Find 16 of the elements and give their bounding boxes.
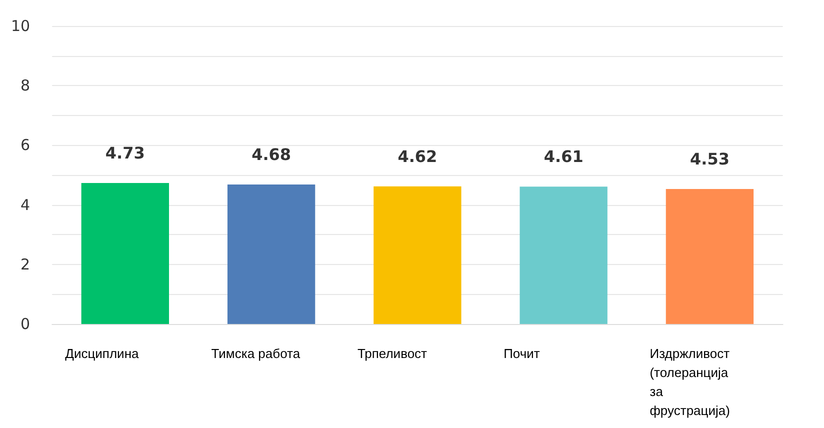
y-tick-label: 0 bbox=[20, 315, 30, 333]
data-label: 4.62 bbox=[398, 146, 438, 166]
x-tick-label: Дисциплина bbox=[65, 346, 140, 361]
data-label: 4.61 bbox=[544, 147, 584, 166]
x-tick-label: Издржливост (толеранција за фрустрација) bbox=[650, 346, 734, 418]
y-tick-label: 4 bbox=[20, 196, 30, 214]
data-label: 4.73 bbox=[105, 144, 145, 163]
y-tick-label: 6 bbox=[20, 136, 30, 154]
y-tick-label: 2 bbox=[20, 255, 30, 274]
y-tick-label: 8 bbox=[20, 76, 30, 95]
x-tick-label: Почит bbox=[504, 346, 540, 361]
x-tick-label: Тимска работа bbox=[211, 346, 301, 361]
data-label: 4.68 bbox=[252, 145, 292, 164]
data-label: 4.53 bbox=[690, 150, 730, 169]
y-tick-label: 10 bbox=[10, 17, 30, 35]
x-tick-label: Трпеливост bbox=[357, 346, 428, 361]
